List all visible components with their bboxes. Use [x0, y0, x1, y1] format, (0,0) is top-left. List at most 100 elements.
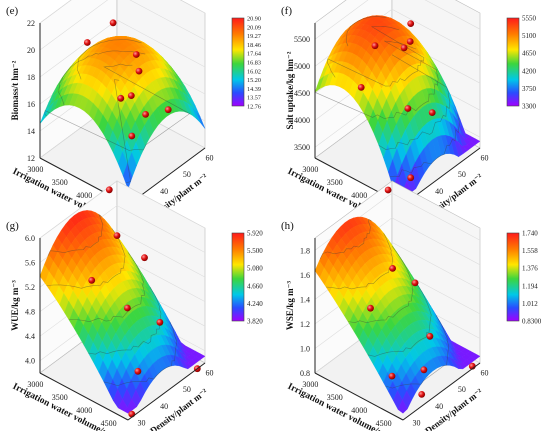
observed-point [124, 305, 131, 312]
observed-point [389, 265, 396, 272]
y-tick-label: 60 [480, 368, 488, 377]
observed-point [407, 174, 414, 181]
colorbar-tick-label: 5.080 [247, 265, 263, 273]
y-tick-label: 40 [160, 402, 168, 411]
y-tick-label: 50 [458, 170, 466, 179]
z-tick-label: 6.0 [25, 234, 35, 243]
colorbar-tick-label: 1.740 [522, 230, 538, 238]
colorbar-tick-label: 5550 [522, 15, 537, 23]
colorbar-tick-label: 3300 [522, 103, 537, 111]
observed-point [421, 366, 428, 373]
z-tick-label: 1.4 [300, 295, 310, 304]
z-tick-label: 14 [27, 127, 35, 136]
observed-point [367, 305, 374, 312]
z-tick-label: 5.6 [25, 259, 35, 268]
colorbar-tick-label: 4.240 [247, 300, 263, 308]
colorbar-tick-label: 18.46 [247, 42, 261, 49]
y-tick-label: 40 [160, 187, 168, 196]
z-tick-label: 4500 [294, 89, 310, 98]
z-tick-label: 5000 [294, 62, 310, 71]
observed-point [106, 186, 113, 193]
colorbar [507, 233, 519, 321]
colorbar-tick-label: 15.20 [247, 77, 261, 84]
observed-point [165, 106, 172, 113]
observed-point [401, 44, 408, 51]
z-axis-title: WUE/kg m⁻³ [10, 280, 20, 331]
observed-point [157, 319, 164, 326]
observed-point [427, 333, 434, 340]
z-tick-label: 4.0 [25, 357, 35, 366]
z-tick-label: 4000 [294, 116, 310, 125]
observed-point [117, 95, 124, 102]
observed-point [412, 280, 419, 287]
observed-point [385, 187, 392, 194]
colorbar-tick-label: 12.76 [247, 104, 261, 111]
colorbar-tick-label: 14.39 [247, 86, 261, 93]
colorbar-tick-label: 20.09 [247, 24, 261, 31]
colorbar [507, 18, 519, 106]
z-tick-label: 12 [27, 154, 35, 163]
colorbar-tick-label: 3.820 [247, 318, 263, 326]
z-axis-title: WSE/kg m⁻³ [285, 281, 295, 331]
y-tick-label: 50 [183, 170, 191, 179]
y-tick-label: 60 [205, 153, 213, 162]
z-tick-label: 3500 [294, 143, 310, 152]
z-tick-label: 1.2 [300, 320, 310, 329]
observed-point [407, 38, 414, 45]
z-tick-label: 1.0 [300, 344, 310, 353]
panel-label: (h) [281, 220, 294, 232]
observed-point [110, 19, 117, 26]
x-tick-label: 3000 [27, 165, 43, 174]
observed-point [135, 368, 142, 375]
observed-point [142, 111, 149, 118]
colorbar-tick-label: 20.90 [247, 16, 261, 23]
observed-point [429, 109, 436, 116]
observed-point [114, 232, 121, 239]
colorbar-tick-label: 1.012 [522, 300, 538, 308]
colorbar [232, 233, 244, 321]
z-tick-label: 18 [27, 73, 35, 82]
observed-point [84, 39, 91, 46]
z-tick-label: 16 [27, 100, 35, 109]
z-tick-label: 0.8 [300, 369, 310, 378]
colorbar [232, 18, 244, 106]
observed-point [133, 51, 140, 58]
colorbar-tick-label: 1.376 [522, 265, 538, 273]
panel-label: (g) [6, 220, 19, 232]
observed-point [128, 92, 135, 99]
colorbar-tick-label: 16.83 [247, 60, 261, 67]
y-tick-label: 60 [205, 368, 213, 377]
y-tick-label: 60 [480, 153, 488, 162]
z-tick-label: 20 [27, 46, 35, 55]
z-tick-label: 22 [27, 19, 35, 28]
z-tick-label: 5500 [294, 35, 310, 44]
x-tick-label: 3000 [302, 165, 318, 174]
z-tick-label: 4.4 [25, 332, 35, 341]
colorbar-tick-label: 5.920 [247, 230, 263, 238]
observed-point [128, 133, 135, 140]
observed-point [136, 68, 143, 75]
colorbar-tick-label: 1.194 [522, 282, 538, 290]
observed-point [418, 391, 425, 398]
x-tick-label: 3000 [302, 380, 318, 389]
observed-point [141, 254, 148, 261]
y-tick-label: 40 [435, 187, 443, 196]
observed-point [407, 20, 414, 27]
observed-point [372, 42, 379, 49]
y-tick-label: 30 [138, 419, 146, 428]
z-tick-label: 1.6 [300, 271, 310, 280]
observed-point [358, 84, 365, 91]
observed-point [389, 373, 396, 380]
y-tick-label: 30 [413, 419, 421, 428]
colorbar-tick-label: 19.27 [247, 33, 261, 40]
x-tick-label: 3000 [27, 380, 43, 389]
z-axis-title: Biomass/t hm⁻² [10, 60, 20, 120]
panel-label: (f) [281, 5, 292, 17]
colorbar-tick-label: 0.8300 [522, 318, 542, 326]
colorbar-tick-label: 3750 [522, 85, 537, 93]
panel-label: (e) [6, 5, 19, 17]
z-tick-label: 5.2 [25, 283, 35, 292]
colorbar-tick-label: 4200 [522, 67, 537, 75]
